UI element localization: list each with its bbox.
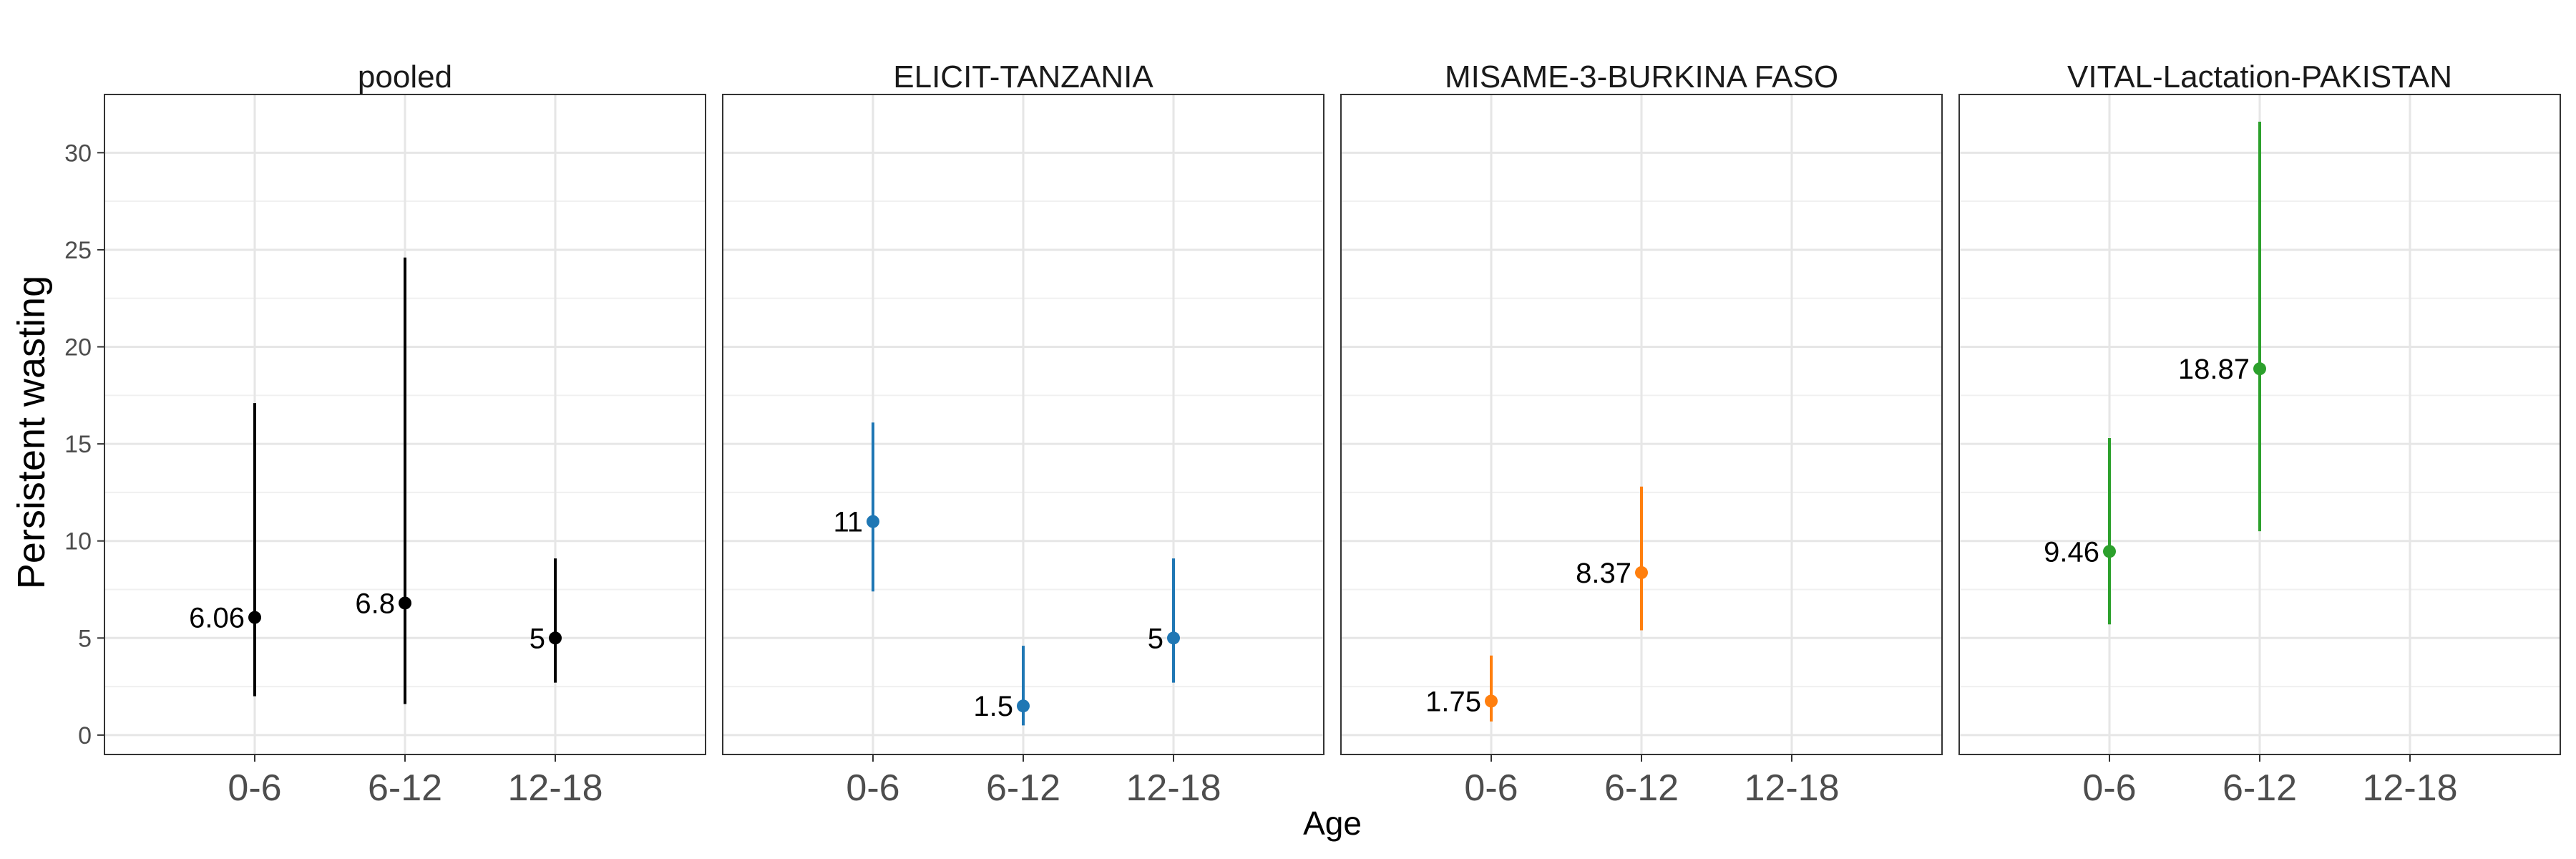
x-tick-label: 12-18 <box>1745 767 1840 809</box>
panel-3: VITAL-Lactation-PAKISTAN 0-6 6-12 12-18 9.46… <box>1958 59 2561 809</box>
x-tick-label: 6-12 <box>368 767 442 809</box>
x-tick-label: 0-6 <box>1464 767 1518 809</box>
panel-0: pooled 0-6 6-12 12-18 6.06 6.8 5 <box>104 59 706 809</box>
data-point <box>1017 699 1030 713</box>
x-tick-label: 6-12 <box>1604 767 1679 809</box>
y-tick-label: 15 <box>64 431 92 458</box>
data-label: 9.46 <box>2044 536 2099 568</box>
panel-title: VITAL-Lactation-PAKISTAN <box>2067 59 2452 94</box>
data-label: 1.5 <box>973 691 1013 722</box>
x-tick-label: 6-12 <box>2223 767 2297 809</box>
y-tick-label: 25 <box>64 237 92 264</box>
panel-title: MISAME-3-BURKINA FASO <box>1445 59 1838 94</box>
x-tick-label: 0-6 <box>846 767 899 809</box>
panel-title: ELICIT-TANZANIA <box>893 59 1153 94</box>
x-tick-label: 12-18 <box>2363 767 2458 809</box>
data-point <box>867 515 879 528</box>
y-tick-label: 5 <box>78 625 92 652</box>
y-tick-label: 10 <box>64 528 92 555</box>
data-label: 11 <box>833 507 863 538</box>
data-point <box>549 631 562 645</box>
x-tick-label: 12-18 <box>1126 767 1221 809</box>
x-axis-title: Age <box>1303 805 1362 842</box>
x-tick-label: 0-6 <box>228 767 281 809</box>
y-axis-title: Persistent wasting <box>10 276 53 589</box>
y-tick-label: 0 <box>78 722 92 749</box>
panel-2: MISAME-3-BURKINA FASO 0-6 6-12 12-18 1.75 8.3… <box>1340 59 1943 809</box>
panel-1: ELICIT-TANZANIA 0-6 6-12 12-18 11 1.5 5 <box>722 59 1324 809</box>
data-label: 5 <box>530 623 545 654</box>
x-tick-label: 0-6 <box>2082 767 2136 809</box>
data-label: 18.87 <box>2178 354 2250 385</box>
data-point <box>399 596 411 610</box>
panel-title: pooled <box>358 59 452 94</box>
data-point <box>248 611 261 624</box>
x-tick-label: 6-12 <box>986 767 1060 809</box>
y-tick-label: 20 <box>64 334 92 361</box>
data-label: 1.75 <box>1425 686 1481 717</box>
data-label: 6.06 <box>189 603 245 634</box>
data-point <box>1485 694 1498 708</box>
data-point <box>2253 362 2266 376</box>
data-label: 8.37 <box>1576 558 1631 589</box>
data-point <box>1635 566 1648 579</box>
x-tick-label: 12-18 <box>508 767 603 809</box>
data-point <box>1167 631 1180 645</box>
data-label: 5 <box>1148 623 1163 654</box>
y-tick-label: 30 <box>64 140 92 167</box>
data-point <box>2103 545 2116 558</box>
data-label: 6.8 <box>355 588 395 619</box>
